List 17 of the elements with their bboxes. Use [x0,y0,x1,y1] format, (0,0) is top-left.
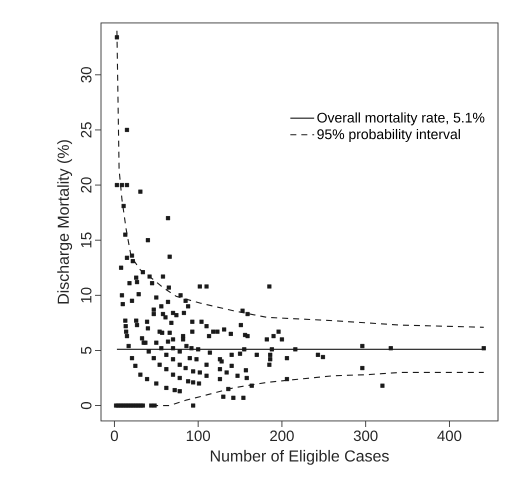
y-tick-label: 25 [80,122,92,138]
y-tick-label: 10 [80,288,92,302]
x-tick-label: 200 [270,430,294,442]
y-tick-label: 15 [81,232,92,248]
line-series [116,30,484,328]
y-tick-label: 5 [81,346,92,354]
x-tick-label: 300 [354,430,378,442]
y-tick-label: 30 [80,67,92,83]
y-tick-label: 20 [80,177,92,193]
x-tick-label: 0 [110,430,118,442]
x-tick-label: 400 [437,430,462,442]
x-axis-title: Number of Eligible Cases [210,450,389,465]
x-tick-label: 100 [186,430,210,442]
y-axis-title: Discharge Mortality (%) [57,140,72,304]
y-tick-label: 0 [80,402,92,410]
legend-label: 95% probability interval [317,128,460,142]
legend-label: Overall mortality rate, 5.1% [317,112,484,126]
